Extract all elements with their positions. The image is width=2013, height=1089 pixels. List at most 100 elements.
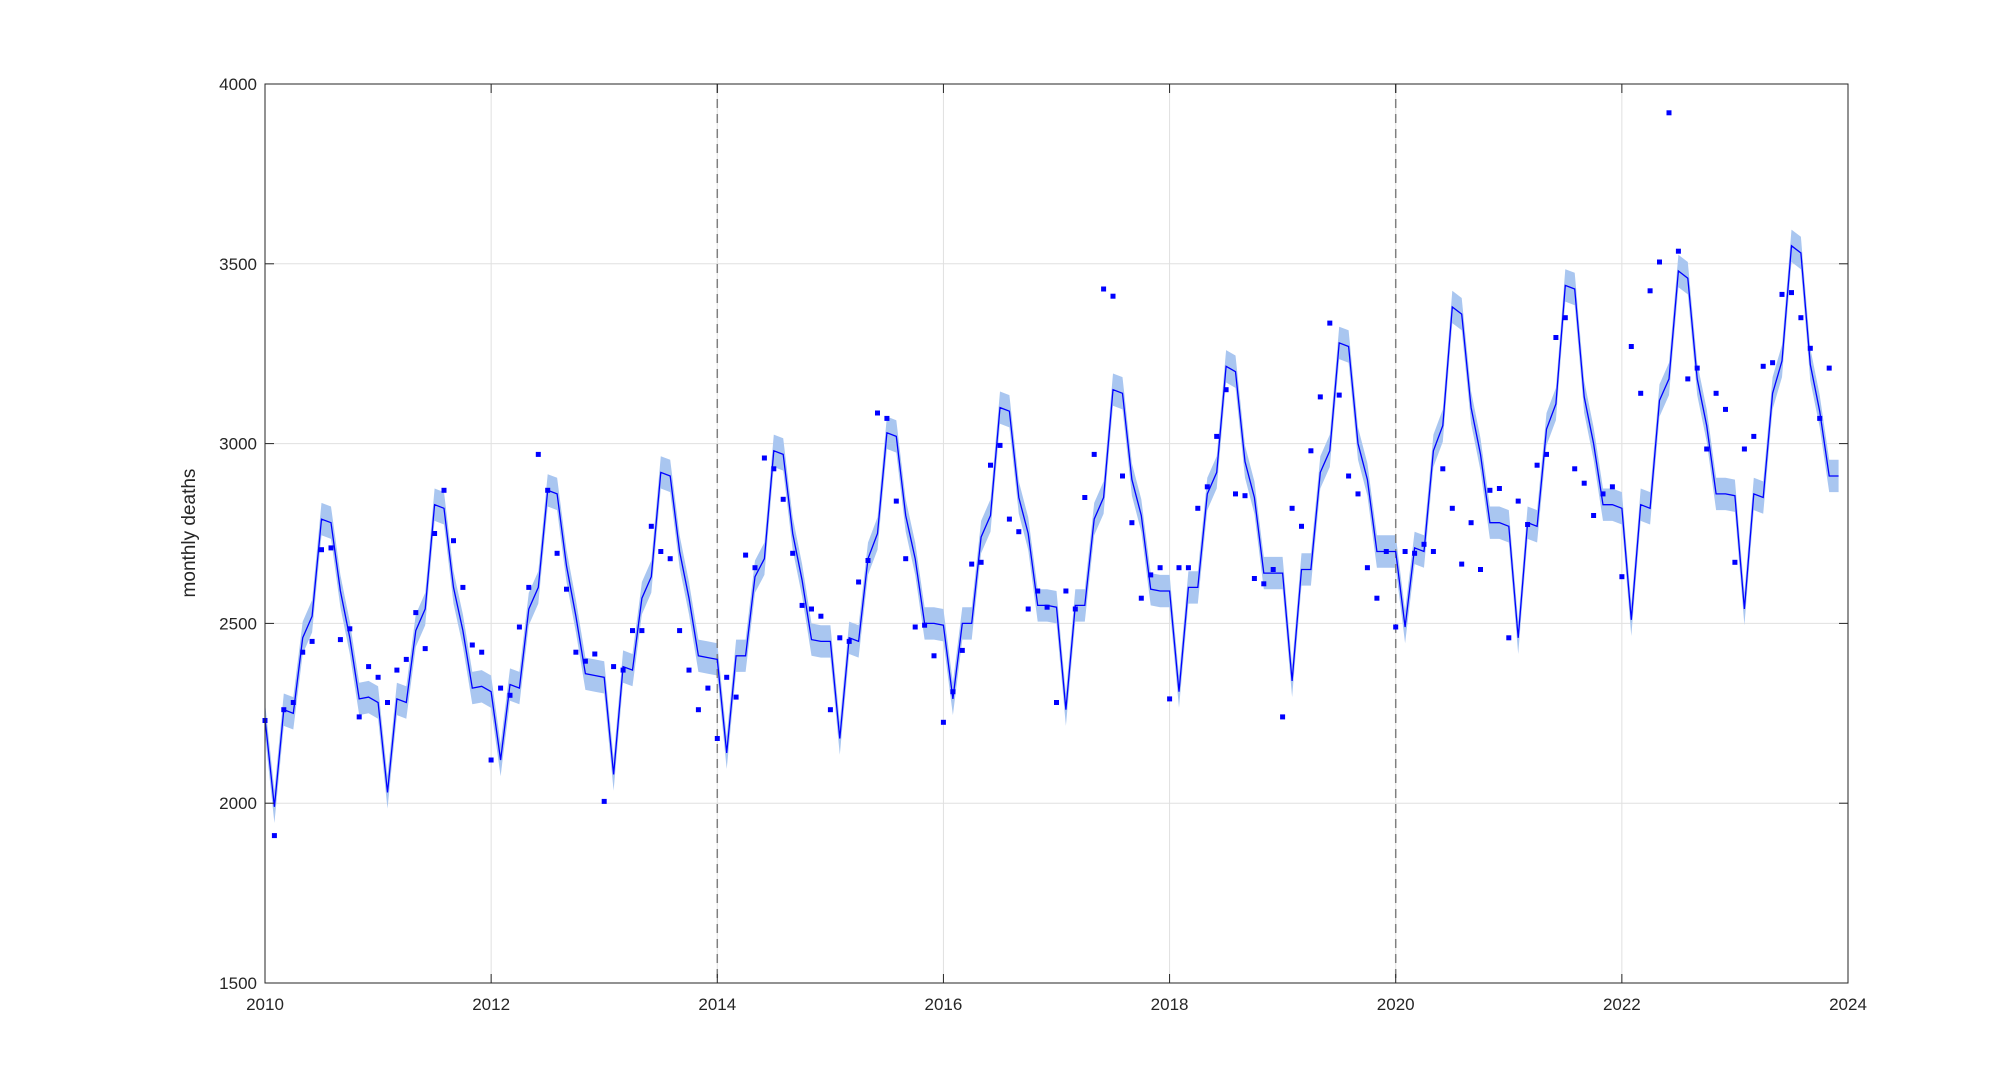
data-point: [695, 707, 701, 713]
data-point: [1496, 486, 1502, 491]
data-point: [1628, 344, 1634, 349]
data-point: [356, 714, 362, 720]
data-point: [865, 558, 871, 563]
data-point: [460, 584, 466, 590]
data-point: [1138, 595, 1144, 601]
data-point: [1195, 505, 1201, 511]
data-point: [818, 613, 824, 619]
data-point: [799, 602, 805, 608]
data-point: [592, 651, 598, 657]
data-point: [1082, 495, 1088, 500]
data-point: [516, 624, 522, 630]
data-point: [441, 487, 447, 493]
data-point: [1798, 315, 1804, 321]
data-point: [309, 638, 315, 644]
data-point: [1591, 513, 1597, 518]
data-point: [1741, 446, 1747, 452]
data-point: [658, 549, 664, 554]
data-point: [1572, 466, 1578, 472]
data-point: [1063, 588, 1069, 594]
data-point: [1327, 320, 1333, 326]
data-point: [1054, 700, 1059, 705]
data-point: [1336, 392, 1342, 398]
data-point: [997, 442, 1003, 448]
data-point: [1553, 335, 1559, 340]
data-point: [1016, 529, 1022, 535]
plot-frame: [264, 83, 1849, 984]
data-point: [1270, 567, 1276, 572]
data-point: [394, 667, 400, 673]
grid-lines: [265, 84, 1848, 983]
data-point: [488, 757, 494, 763]
data-point: [1317, 394, 1323, 400]
data-point: [1789, 290, 1794, 296]
data-point: [686, 667, 692, 673]
data-point: [1723, 406, 1728, 412]
data-point: [1609, 484, 1615, 490]
fitted-line-path: [264, 244, 1839, 807]
data-point: [780, 496, 786, 502]
fitted-line: [264, 244, 1839, 807]
data-point: [1704, 446, 1710, 452]
data-point: [1280, 714, 1286, 720]
data-point: [300, 649, 306, 655]
data-point: [1346, 473, 1352, 479]
y-tick-label: 3000: [219, 435, 257, 454]
data-point: [988, 462, 993, 468]
y-axis-ticks: 1500 2000 2500 3000 3500 4000: [219, 75, 1848, 993]
data-point: [1525, 522, 1531, 527]
data-point: [535, 451, 541, 457]
data-point: [1619, 574, 1625, 580]
data-point: [846, 638, 852, 644]
data-point: [1581, 480, 1587, 486]
data-point: [1289, 505, 1295, 511]
data-point: [940, 719, 946, 725]
data-point: [290, 700, 296, 705]
data-point: [1685, 376, 1691, 382]
data-point: [366, 664, 372, 670]
data-point: [1430, 549, 1436, 554]
data-point: [271, 833, 277, 839]
data-point: [1600, 491, 1606, 497]
data-point: [884, 415, 890, 421]
x-tick-label: 2016: [925, 995, 963, 1014]
data-point: [667, 556, 673, 562]
data-point: [1666, 110, 1672, 116]
data-point: [432, 531, 438, 536]
data-point: [893, 498, 899, 504]
data-point: [1233, 491, 1238, 497]
data-point: [1402, 549, 1408, 554]
data-point: [1355, 491, 1361, 497]
data-point: [620, 667, 626, 673]
data-point: [328, 545, 334, 551]
data-point: [451, 538, 456, 544]
data-point: [1157, 565, 1163, 571]
data-point: [1751, 433, 1757, 439]
confidence-band: [265, 229, 1839, 824]
observed-points: [262, 110, 1832, 839]
data-point: [639, 628, 645, 634]
data-point: [1214, 433, 1220, 439]
data-point: [1129, 520, 1135, 526]
data-point: [1006, 516, 1012, 522]
x-tick-label: 2014: [698, 995, 736, 1014]
data-point: [1817, 415, 1823, 421]
data-point: [582, 658, 588, 664]
y-tick-label: 3500: [219, 255, 257, 274]
data-point: [1148, 572, 1154, 578]
data-point: [1544, 451, 1549, 457]
data-point: [1185, 565, 1191, 571]
data-point: [422, 646, 428, 652]
data-point: [1025, 606, 1031, 612]
data-point: [648, 523, 654, 529]
data-point: [1647, 288, 1653, 294]
data-point: [761, 455, 767, 461]
data-point: [950, 689, 956, 695]
data-point: [385, 700, 390, 705]
data-point: [319, 547, 324, 553]
data-point: [281, 707, 287, 713]
data-point: [1299, 523, 1304, 529]
data-point: [1072, 606, 1078, 612]
data-point: [724, 674, 730, 680]
